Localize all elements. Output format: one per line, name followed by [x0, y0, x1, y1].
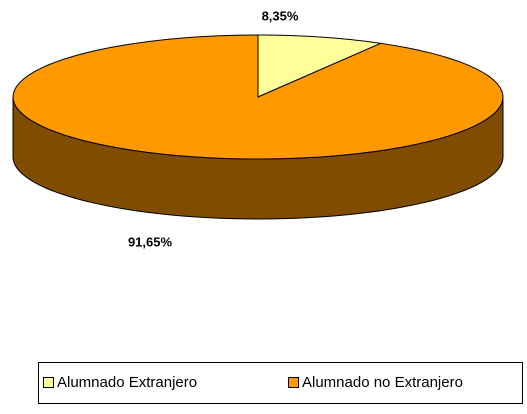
legend-swatch [288, 377, 299, 388]
pie-slice [12, 34, 504, 160]
legend-box [38, 362, 523, 404]
legend: Alumnado Extranjero Alumnado no Extranjer… [38, 362, 523, 404]
pie-slice [257, 34, 383, 98]
legend-label: Alumnado no Extranjero [302, 374, 463, 391]
value-label: 91,65% [128, 234, 173, 249]
legend-swatch [43, 377, 54, 388]
legend-label: Alumnado Extranjero [57, 374, 197, 391]
value-label: 8,35% [262, 8, 299, 23]
